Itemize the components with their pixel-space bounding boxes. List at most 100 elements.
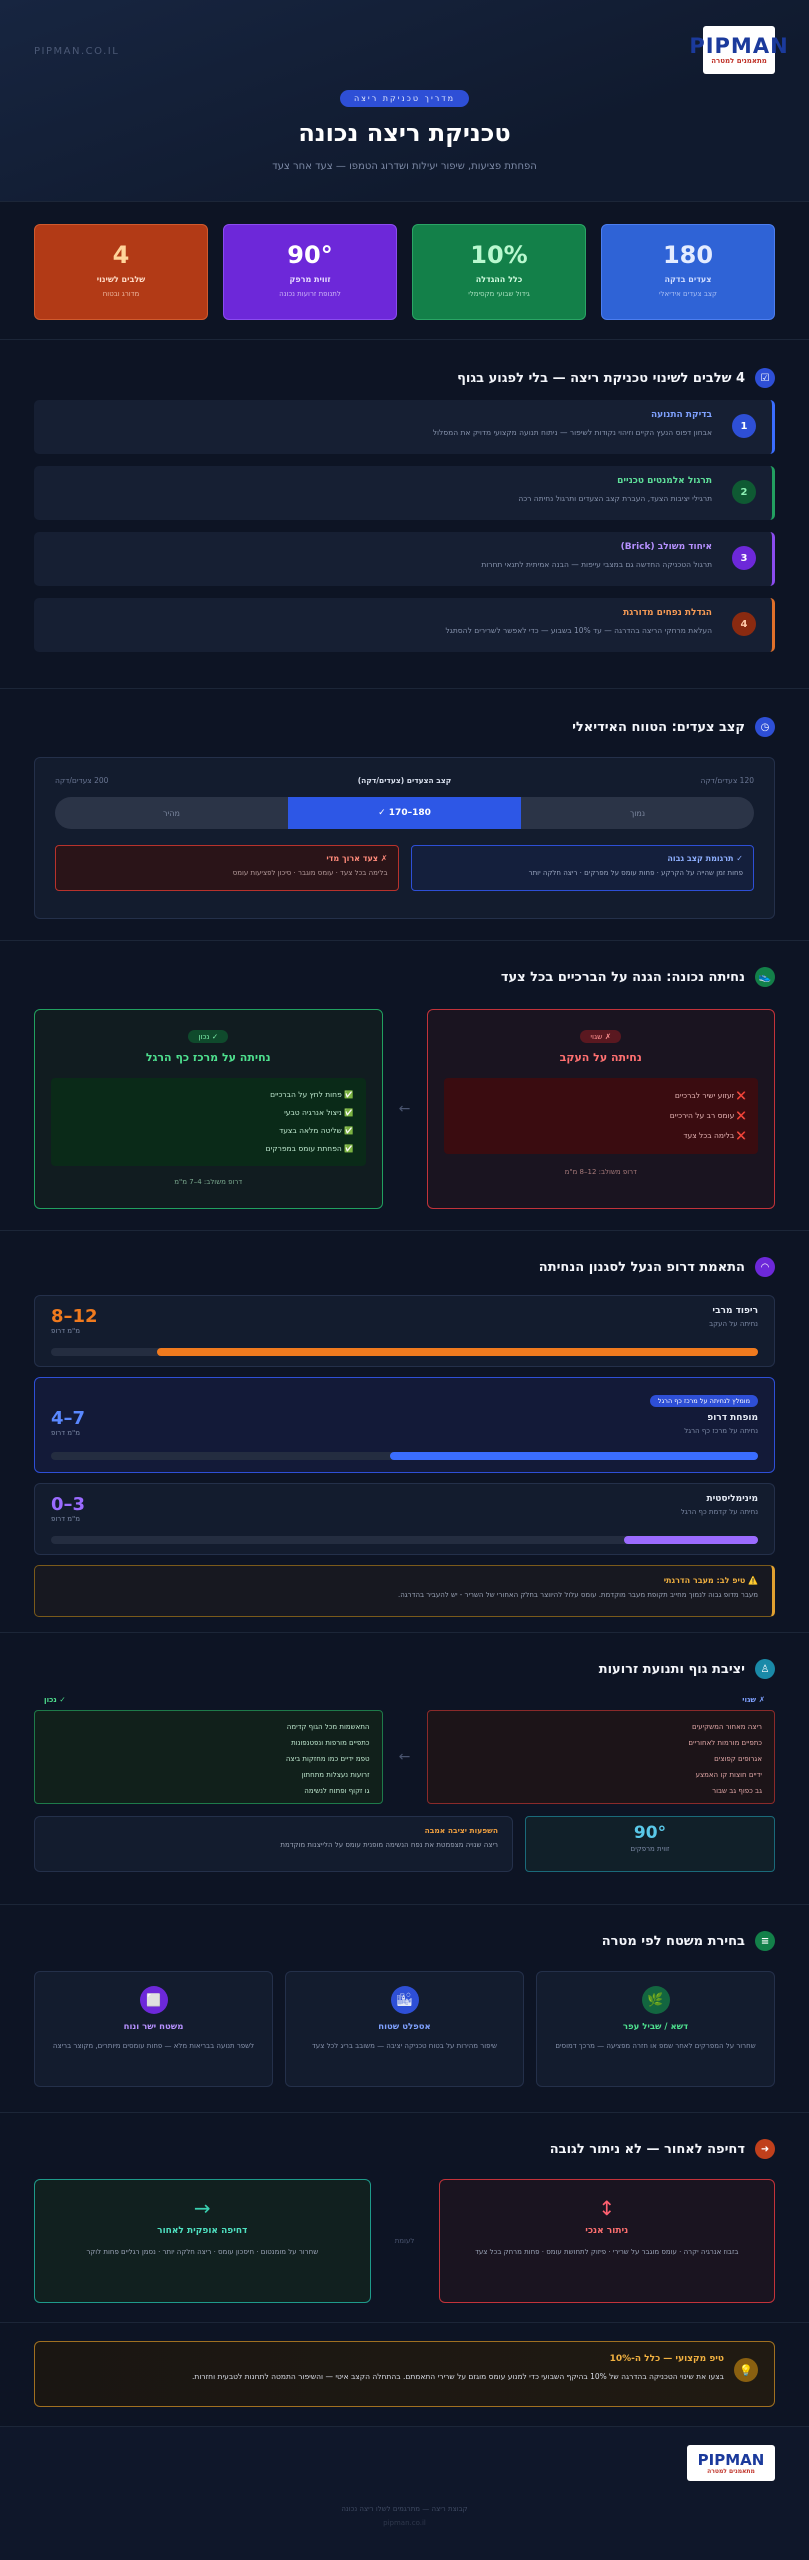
square-icon: ⬜: [139, 1986, 168, 2014]
drop-name: מינימליסטית: [706, 1494, 758, 1504]
drop-track: [51, 1536, 758, 1544]
section-title-text: קצב צעדים: הטווח האידיאלי: [572, 719, 745, 735]
push-wrong-card: ↕ ניתור אנכי בזבוז אנרגיה יקרה · עומס מו…: [438, 2179, 775, 2303]
terrain-title: משטח ישר ונוח: [123, 2022, 184, 2032]
drop-fill: [623, 1536, 758, 1544]
posture-tip-text: ריצה שנויה מצפמטת את נפח הנשימה מופנית ע…: [280, 1841, 498, 1849]
elbow-angle-card: 90° זווית מרפקים: [525, 1816, 775, 1872]
stat-value: 180: [662, 241, 714, 269]
drop-row: ריפוד מרבי נחיתה על העקב 12–8 מ"מ דרופ: [34, 1295, 775, 1367]
right-item: ✅ ניצול אנרגיה טבעי: [284, 1108, 354, 1117]
footer-logo[interactable]: PIPMAN מתאמנים למטרה: [687, 2445, 775, 2481]
right-foot: דרופ משולב: 4–7 מ"מ: [174, 1178, 243, 1186]
shoe-icon: 👟: [755, 967, 775, 987]
step-title: הגדלת נפחים מדורגת: [623, 608, 712, 618]
right-item: ✅ פחות לחץ על הברכיים: [270, 1090, 354, 1099]
posture-right-item: טפמ ידיים כמו מחזקות ביצה: [285, 1755, 370, 1763]
step-number: 1: [732, 414, 756, 438]
elbow-angle-value: 90°: [633, 1823, 667, 1843]
drop-unit: מ"מ דרופ: [51, 1515, 81, 1523]
stat-label: כלל ההגדלה: [475, 275, 523, 284]
drop-fill: [157, 1348, 758, 1356]
stat-card-increase: 10% כלל ההגדלה גידול שבועי מקסימלי: [412, 224, 586, 320]
terrain-card-flat: ⬜ משטח ישר ונוח לשפר תנועה בבריאות מלא —…: [34, 1971, 273, 2087]
posture-right-item: גו זקוף ופתוח לנשימה: [304, 1787, 370, 1795]
drop-name: מופחת דרופ: [707, 1413, 758, 1423]
stat-card-cadence: 180 צעדים בדקה קצב צעדים אידיאלי: [601, 224, 775, 320]
elbow-angle-label: זווית מרפקים: [630, 1845, 670, 1853]
cadence-bad-box: ✗ צעד ארוך מדי בלימה בכל צעד · עומס מוגב…: [55, 845, 399, 891]
drop-section: ◠ התאמת דרופ הנעל לסגנון הנחיתה ריפוד מר…: [0, 1231, 809, 1633]
drop-name: ריפוד מרבי: [712, 1306, 758, 1316]
section-title: ☑ 4 שלבים לשינוי טכניקת ריצה — בלי לפגוע…: [34, 368, 775, 388]
logo-subtitle: מתאמנים למטרה: [711, 56, 767, 65]
right-tag: ✓ נכון: [188, 1030, 229, 1043]
zone-high: מהיר: [55, 797, 288, 829]
cadence-good-box: ✓ תרגומת קצב גבוה פחות זמן שהייה על הקרק…: [410, 845, 754, 891]
cadence-section: ◷ קצב צעדים: הטווח האידיאלי 120 צעדים/דק…: [0, 689, 809, 941]
stat-card-elbow: 90° זווית מרפק לתנופת זרועות נכונה: [223, 224, 397, 320]
drop-row: מינימליסטית נחיתה על קדמת כף הרגל 3–0 מ"…: [34, 1483, 775, 1555]
pro-tip-text: בצעו את שינוי הטכניקה בהדרגה של 10% בהיק…: [192, 2372, 724, 2381]
stat-desc: מדורג ובטוח: [102, 290, 140, 298]
stat-desc: קצב צעדים אידיאלי: [658, 290, 718, 298]
section-title-text: נחיתה נכונה: הגנה על הברכיים בכל צעד: [500, 969, 745, 985]
step-number: 3: [732, 546, 756, 570]
footer-logo-text: PIPMAN: [697, 2450, 765, 2469]
pipman-logo[interactable]: PIPMAN מתאמנים למטרה: [689, 26, 788, 74]
drop-fill: [390, 1452, 758, 1460]
section-title: ♙ יציבת גוף ותנועת זרועות: [34, 1659, 775, 1679]
landing-wrong-card: ✗ שגוי נחיתה על העקב ❌ זעזוע ישיר לברכיי…: [426, 1009, 775, 1209]
cadence-card: 120 צעדים/דקה קצב הצעדים (צעדים/דקה) 200…: [34, 757, 775, 919]
stat-label: צעדים בדקה: [664, 275, 712, 284]
guide-badge: מדריך טכניקת ריצה: [339, 90, 470, 107]
stat-value: 4: [112, 241, 130, 269]
posture-wrong-item: ריצה מאחור המשקיעים: [692, 1723, 762, 1731]
drop-value: 3–0: [51, 1494, 86, 1515]
versus-label: לעומת: [394, 2237, 415, 2245]
stat-desc: גידול שבועי מקסימלי: [468, 290, 530, 298]
section-title: ≡ בחירת משטח לפי מטרה: [34, 1931, 775, 1951]
cadence-max-label: 200 צעדים/דקה: [55, 776, 109, 785]
wrong-item: ❌ זעזוע ישיר לברכיים: [674, 1091, 746, 1100]
section-title-text: התאמת דרופ הנעל לסגנון הנחיתה: [538, 1259, 745, 1275]
terrain-desc: שחרור על המפרקים לאחר שמפ או חזרה מפציעה…: [555, 2042, 756, 2050]
footer-copy[interactable]: pipman.co.il: [383, 2519, 426, 2527]
drop-desc: נחיתה על מרכז כף הרגל: [684, 1427, 758, 1435]
cadence-bar-title: קצב הצעדים (צעדים/דקה): [357, 776, 452, 785]
posture-wrong-item: ידיים חוצות קו האמצע: [695, 1771, 762, 1779]
step-title: בדיקת התנועה: [650, 410, 712, 420]
pro-tip-box: 💡 טיפ מקצועי — כלל ה-10% בצעו את שינוי ה…: [34, 2341, 775, 2407]
step-card: 2 תרגול אלמנטים טכניים תרגילי יציבות הצע…: [34, 466, 775, 520]
page-title: טכניקת ריצה נכונה: [298, 119, 511, 147]
push-right-title: דחיפה אופקית לאחור: [157, 2226, 248, 2236]
posture-wrong-item: כתפיים מורמות לאחוריים: [688, 1739, 762, 1747]
pro-tip-title: טיפ מקצועי — כלל ה-10%: [609, 2354, 724, 2364]
checklist-icon: ☑: [755, 368, 775, 388]
terrain-card-asphalt: 🏙 אספלט שטוח שיפור מהירות על בטוח טכניקה…: [285, 1971, 524, 2087]
clock-icon: ◷: [755, 717, 775, 737]
drop-value: 12–8: [51, 1306, 98, 1327]
section-title-text: 4 שלבים לשינוי טכניקת ריצה — בלי לפגוע ב…: [457, 370, 745, 386]
posture-right-item: התאשמות מכל הגוף קדימה: [286, 1723, 370, 1731]
section-title: ◷ קצב צעדים: הטווח האידיאלי: [34, 717, 775, 737]
posture-section: ♙ יציבת גוף ותנועת זרועות ✗ שגוי ריצה מא…: [0, 1633, 809, 1905]
stat-card-steps: 4 שלבים לשינוי מדורג ובטוח: [34, 224, 208, 320]
right-title: נחיתה על מרכז כף הרגל: [145, 1051, 271, 1064]
steps-section: ☑ 4 שלבים לשינוי טכניקת ריצה — בלי לפגוע…: [0, 340, 809, 689]
city-icon: 🏙: [390, 1986, 419, 2014]
good-title: ✓ תרגומת קצב גבוה: [667, 854, 743, 863]
site-url: PIPMAN.CO.IL: [34, 46, 120, 57]
right-item: ✅ הפחתת עומס במפרקים: [265, 1144, 354, 1153]
arrow-left-icon: ←: [398, 1748, 411, 1765]
step-title: תרגול אלמנטים טכניים: [617, 476, 712, 486]
wrong-item: ❌ בלימה בכל צעד: [683, 1131, 746, 1140]
push-wrong-title: ניתור אנכי: [585, 2226, 629, 2236]
leaf-icon: 🌿: [641, 1986, 670, 2014]
drop-list: ריפוד מרבי נחיתה על העקב 12–8 מ"מ דרופ מ…: [34, 1295, 775, 1617]
wrong-item: ❌ עומס רב על הירכיים: [669, 1111, 746, 1120]
posture-wrong-item: גב כפוף גב שבור: [712, 1787, 762, 1795]
stat-label: זווית מרפק: [289, 275, 331, 284]
drop-desc: נחיתה על העקב: [709, 1320, 758, 1328]
vertical-arrows-icon: ↕: [598, 2196, 616, 2220]
